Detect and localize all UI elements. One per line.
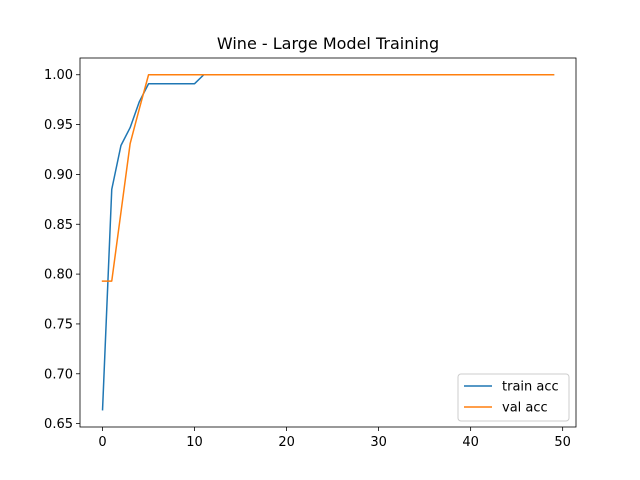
y-tick-label: 0.90 — [44, 168, 73, 183]
y-tick-label: 1.00 — [44, 68, 73, 83]
x-tick-label: 10 — [186, 435, 203, 450]
y-tick-label: 0.70 — [44, 367, 73, 382]
x-tick-label: 50 — [554, 435, 571, 450]
legend: train acc val acc — [457, 373, 570, 422]
axes-frame — [79, 57, 577, 428]
y-tick-label: 0.75 — [44, 317, 73, 332]
y-tick-label: 0.85 — [44, 218, 73, 233]
chart-title: Wine - Large Model Training — [217, 34, 439, 53]
series-line-val-acc — [101, 74, 555, 282]
series-line-train-acc — [101, 74, 555, 411]
x-tick-label: 20 — [278, 435, 295, 450]
x-tick-label: 30 — [370, 435, 387, 450]
x-tick-label: 0 — [98, 435, 106, 450]
legend-label: val acc — [502, 401, 548, 416]
plot-area: 0 10 20 30 40 50 0.65 0.70 0.75 0.80 0.85 0.90 0.95 1… — [44, 57, 577, 450]
legend-label: train acc — [502, 380, 559, 395]
y-tick-label: 0.65 — [44, 417, 73, 432]
y-tick-label: 0.95 — [44, 118, 73, 133]
y-tick-label: 0.80 — [44, 268, 73, 283]
x-tick-label: 40 — [462, 435, 479, 450]
